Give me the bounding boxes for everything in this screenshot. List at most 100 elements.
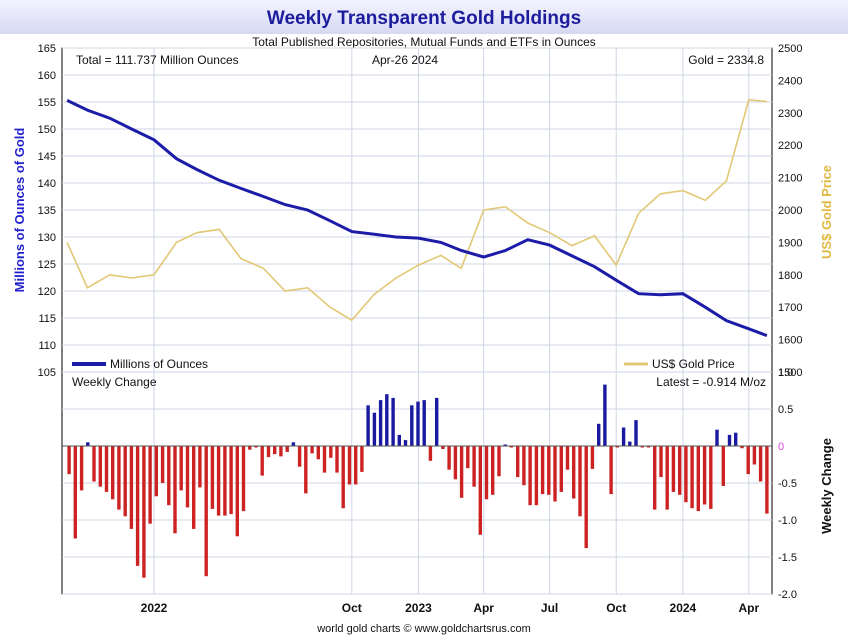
change-bar <box>491 446 495 495</box>
change-tick-label: 0.5 <box>778 404 793 416</box>
change-axis-title: Weekly Change <box>819 438 834 534</box>
change-bar <box>241 446 246 512</box>
change-bar <box>297 446 302 467</box>
change-bar <box>603 384 607 446</box>
change-bar <box>615 446 619 448</box>
change-bar <box>98 446 102 487</box>
change-bar <box>522 446 526 486</box>
change-bar <box>565 446 570 470</box>
change-bar <box>148 446 152 524</box>
change-bar <box>422 400 426 446</box>
change-bar <box>740 446 744 449</box>
x-tick-label: Apr <box>473 601 494 615</box>
right-tick-label: 1700 <box>778 302 802 314</box>
right-tick-label: 1900 <box>778 237 802 249</box>
change-bar <box>715 429 719 446</box>
change-bar <box>391 397 395 446</box>
change-bar <box>503 444 507 446</box>
change-bar <box>385 394 389 446</box>
change-tick-label: -1.0 <box>778 515 797 527</box>
right-tick-label: 1600 <box>778 335 802 347</box>
change-bar <box>154 446 158 497</box>
change-bar <box>173 446 177 534</box>
right-tick-label: 2000 <box>778 205 802 217</box>
change-bar <box>223 446 227 516</box>
change-bar <box>266 446 271 458</box>
x-tick-label: Oct <box>342 601 362 615</box>
change-bar <box>758 446 763 482</box>
left-tick-label: 110 <box>38 340 56 352</box>
change-bar <box>310 446 314 454</box>
holdings-line <box>66 99 768 338</box>
left-tick-label: 160 <box>38 70 56 82</box>
x-tick-label: Oct <box>606 601 626 615</box>
change-bar <box>316 446 320 460</box>
left-tick-label: 155 <box>38 97 56 109</box>
change-bar <box>659 446 663 478</box>
change-bar <box>79 446 84 491</box>
change-bar <box>254 446 258 448</box>
change-bar <box>484 446 489 500</box>
change-bar <box>366 405 370 446</box>
right-tick-label: 1500 <box>778 367 802 379</box>
change-bar <box>210 446 215 509</box>
x-tick-label: 2024 <box>670 601 697 615</box>
change-bar <box>335 446 339 473</box>
change-bar <box>117 446 121 510</box>
change-bar <box>628 441 632 446</box>
change-bar <box>690 446 694 509</box>
right-tick-label: 2400 <box>778 75 802 87</box>
change-bar <box>702 446 707 505</box>
x-tick-label: Jul <box>541 601 558 615</box>
change-bar <box>441 446 445 449</box>
change-bar <box>142 446 146 578</box>
left-tick-label: 150 <box>38 124 56 136</box>
change-bar <box>609 446 613 495</box>
total-annotation: Total = 111.737 Million Ounces <box>76 53 239 67</box>
left-tick-label: 145 <box>38 151 56 163</box>
x-axis-ticks: 2022 Oct 2023 Apr Jul Oct 2024 Apr <box>141 601 760 615</box>
change-bar <box>453 446 458 480</box>
change-bar <box>584 446 588 549</box>
change-bar <box>291 442 296 446</box>
left-tick-label: 115 <box>38 313 56 325</box>
change-bar <box>279 446 283 457</box>
gold-price-annotation: Gold = 2334.8 <box>688 53 764 67</box>
left-tick-label: 120 <box>38 286 56 298</box>
change-bar <box>179 446 183 491</box>
change-bar <box>204 446 208 577</box>
change-bar <box>403 440 408 446</box>
change-bar <box>322 446 327 473</box>
change-axis-ticks: -2.0 -1.5 -1.0 -0.5 0 0.5 1.0 <box>778 367 797 601</box>
right-axis-title: US$ Gold Price <box>819 165 834 259</box>
change-bar <box>671 446 676 492</box>
change-bar <box>678 446 682 495</box>
change-bar <box>354 446 358 485</box>
left-axis-title: Millions of Ounces of Gold <box>12 128 27 293</box>
change-bar <box>466 446 470 469</box>
latest-annotation: Latest = -0.914 M/oz <box>656 375 766 389</box>
weekly-change-bars <box>67 384 769 578</box>
left-tick-label: 135 <box>38 205 56 217</box>
change-bar <box>216 446 221 516</box>
change-bar <box>540 446 545 495</box>
change-bar <box>472 446 476 487</box>
change-bar <box>734 432 738 446</box>
change-bar <box>304 446 308 494</box>
change-bar <box>696 446 700 512</box>
change-bar <box>229 446 233 515</box>
right-tick-label: 2500 <box>778 43 802 55</box>
change-bar <box>235 446 239 537</box>
change-bar <box>378 400 383 446</box>
change-bar <box>509 446 514 448</box>
x-tick-label: 2022 <box>141 601 168 615</box>
change-tick-label: 1.0 <box>778 367 793 379</box>
change-bar <box>347 446 352 485</box>
change-bar <box>185 446 190 508</box>
change-bar <box>534 446 539 506</box>
change-bar <box>92 446 96 482</box>
change-bar <box>372 412 377 446</box>
change-bar <box>104 446 109 492</box>
left-tick-label: 165 <box>38 43 56 55</box>
